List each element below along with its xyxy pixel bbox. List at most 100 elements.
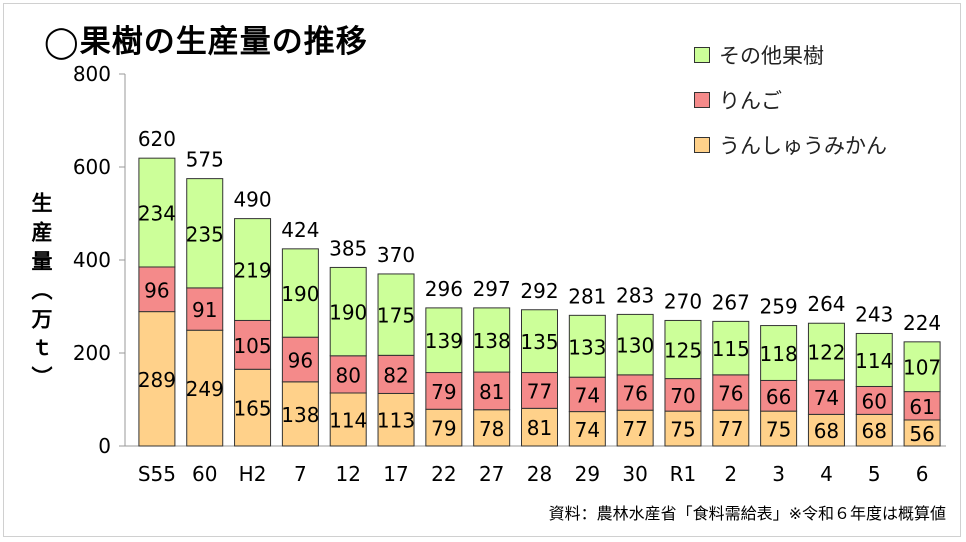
- bar-segment-apple: [234, 319, 272, 370]
- bar-total-label: 620: [138, 127, 176, 151]
- x-tick-label: 27: [479, 462, 504, 486]
- chart-title: ◯果樹の生産量の推移: [44, 24, 368, 60]
- bar-total-label: 490: [233, 188, 271, 212]
- segment-value-label: 114: [329, 408, 367, 432]
- bar-segment-other-fruits: [234, 218, 272, 321]
- bar-segment-apple: [712, 374, 750, 411]
- segment-value-label: 66: [766, 385, 791, 409]
- segment-value-label: 105: [233, 334, 271, 358]
- segment-value-label: 68: [862, 419, 887, 443]
- bar-segment-other-fruits: [616, 313, 654, 376]
- segment-value-label: 80: [335, 363, 360, 387]
- x-tick-label: 3: [772, 462, 785, 486]
- bar-segment-apple: [186, 287, 224, 331]
- segment-value-label: 96: [144, 278, 169, 302]
- segment-value-label: 165: [233, 397, 271, 421]
- segment-value-label: 234: [138, 202, 176, 226]
- bar-total-label: 292: [520, 279, 558, 303]
- bar-total-label: 224: [903, 311, 941, 335]
- bar-segment-mandarin: [281, 381, 319, 447]
- legend-swatch-apple: [694, 91, 710, 108]
- segment-value-label: 175: [377, 304, 415, 328]
- x-tick-label: 30: [622, 462, 647, 486]
- segment-value-label: 235: [186, 222, 224, 246]
- segment-value-label: 56: [909, 422, 934, 446]
- x-tick-label: 2: [724, 462, 737, 486]
- bar-segment-other-fruits: [760, 325, 798, 381]
- y-tick-label: 0: [98, 434, 111, 458]
- x-tick-label: 4: [820, 462, 833, 486]
- bar-segment-other-fruits: [521, 309, 558, 374]
- x-tick-label: S55: [138, 462, 176, 486]
- segment-value-label: 118: [760, 342, 798, 366]
- bar-segment-mandarin: [807, 413, 845, 447]
- bar-total-label: 281: [568, 284, 606, 308]
- segment-value-label: 76: [622, 382, 647, 406]
- bar-total-label: 385: [329, 236, 367, 260]
- segment-value-label: 75: [670, 418, 695, 442]
- y-tick-label: 400: [73, 248, 111, 272]
- x-tick-label: 60: [192, 462, 217, 486]
- segment-value-label: 81: [527, 416, 552, 440]
- bar-segment-mandarin: [616, 409, 654, 447]
- segment-value-label: 91: [192, 298, 217, 322]
- segment-value-label: 133: [568, 335, 606, 359]
- segment-value-label: 75: [766, 418, 791, 442]
- segment-value-label: 107: [903, 356, 941, 380]
- bar-total-label: 297: [473, 277, 511, 301]
- bar-segment-mandarin: [473, 409, 511, 447]
- x-tick-label: 22: [431, 462, 456, 486]
- y-tick-label: 600: [73, 155, 111, 179]
- segment-value-label: 114: [855, 349, 893, 373]
- x-tick-label: 17: [383, 462, 408, 486]
- x-tick-label: 6: [916, 462, 929, 486]
- bar-segment-apple: [664, 378, 702, 412]
- bar-segment-mandarin: [234, 368, 272, 447]
- segment-value-label: 76: [718, 382, 743, 406]
- x-tick-label: 29: [575, 462, 600, 486]
- bar-segment-other-fruits: [807, 322, 845, 381]
- segment-value-label: 61: [909, 395, 934, 419]
- bar-segment-mandarin: [712, 409, 750, 447]
- segment-value-label: 125: [664, 339, 702, 363]
- segment-value-label: 190: [329, 301, 367, 325]
- segment-value-label: 96: [288, 349, 313, 373]
- segment-value-label: 190: [281, 282, 319, 306]
- segment-value-label: 249: [186, 377, 224, 401]
- segment-value-label: 79: [431, 417, 456, 441]
- bar-total-label: 270: [664, 289, 702, 313]
- legend-item-mandarin: うんしゅうみかん: [694, 122, 887, 167]
- bar-segment-mandarin: [903, 419, 941, 447]
- bar-total-label: 259: [760, 295, 798, 319]
- segment-value-label: 135: [520, 330, 558, 354]
- bar-total-label: 296: [425, 277, 463, 301]
- legend-label-apple: りんご: [719, 88, 782, 113]
- bar-segment-other-fruits: [712, 320, 750, 376]
- x-tick-label: 28: [527, 462, 552, 486]
- segment-value-label: 77: [527, 379, 552, 403]
- bar-segment-other-fruits: [377, 273, 415, 356]
- bar-segment-other-fruits: [425, 307, 463, 374]
- bar-total-label: 370: [377, 243, 415, 267]
- bar-segment-apple: [138, 266, 176, 313]
- y-tick-label: 200: [73, 341, 111, 365]
- segment-value-label: 138: [473, 329, 511, 353]
- segment-value-label: 138: [281, 403, 319, 427]
- y-axis-label: 生産量（万ｔ）: [29, 192, 53, 395]
- bar-segment-apple: [521, 372, 558, 409]
- segment-value-label: 78: [479, 417, 504, 441]
- y-tick-label: 800: [73, 62, 111, 86]
- bar-segment-other-fruits: [855, 332, 893, 387]
- bar-segment-other-fruits: [568, 314, 606, 378]
- bar-segment-other-fruits: [186, 178, 224, 289]
- source-note: 資料：農林水産省「食料需給表」※令和６年度は概算値: [548, 504, 946, 523]
- segment-value-label: 130: [616, 334, 654, 358]
- legend-swatch-other-fruits: [694, 46, 710, 63]
- bar-total-label: 283: [616, 283, 654, 307]
- segment-value-label: 68: [814, 419, 839, 443]
- bar-segment-other-fruits: [664, 319, 702, 380]
- segment-value-label: 139: [425, 329, 463, 353]
- bar-segment-mandarin: [186, 329, 224, 447]
- segment-value-label: 74: [575, 418, 600, 442]
- bar-segment-apple: [473, 371, 511, 411]
